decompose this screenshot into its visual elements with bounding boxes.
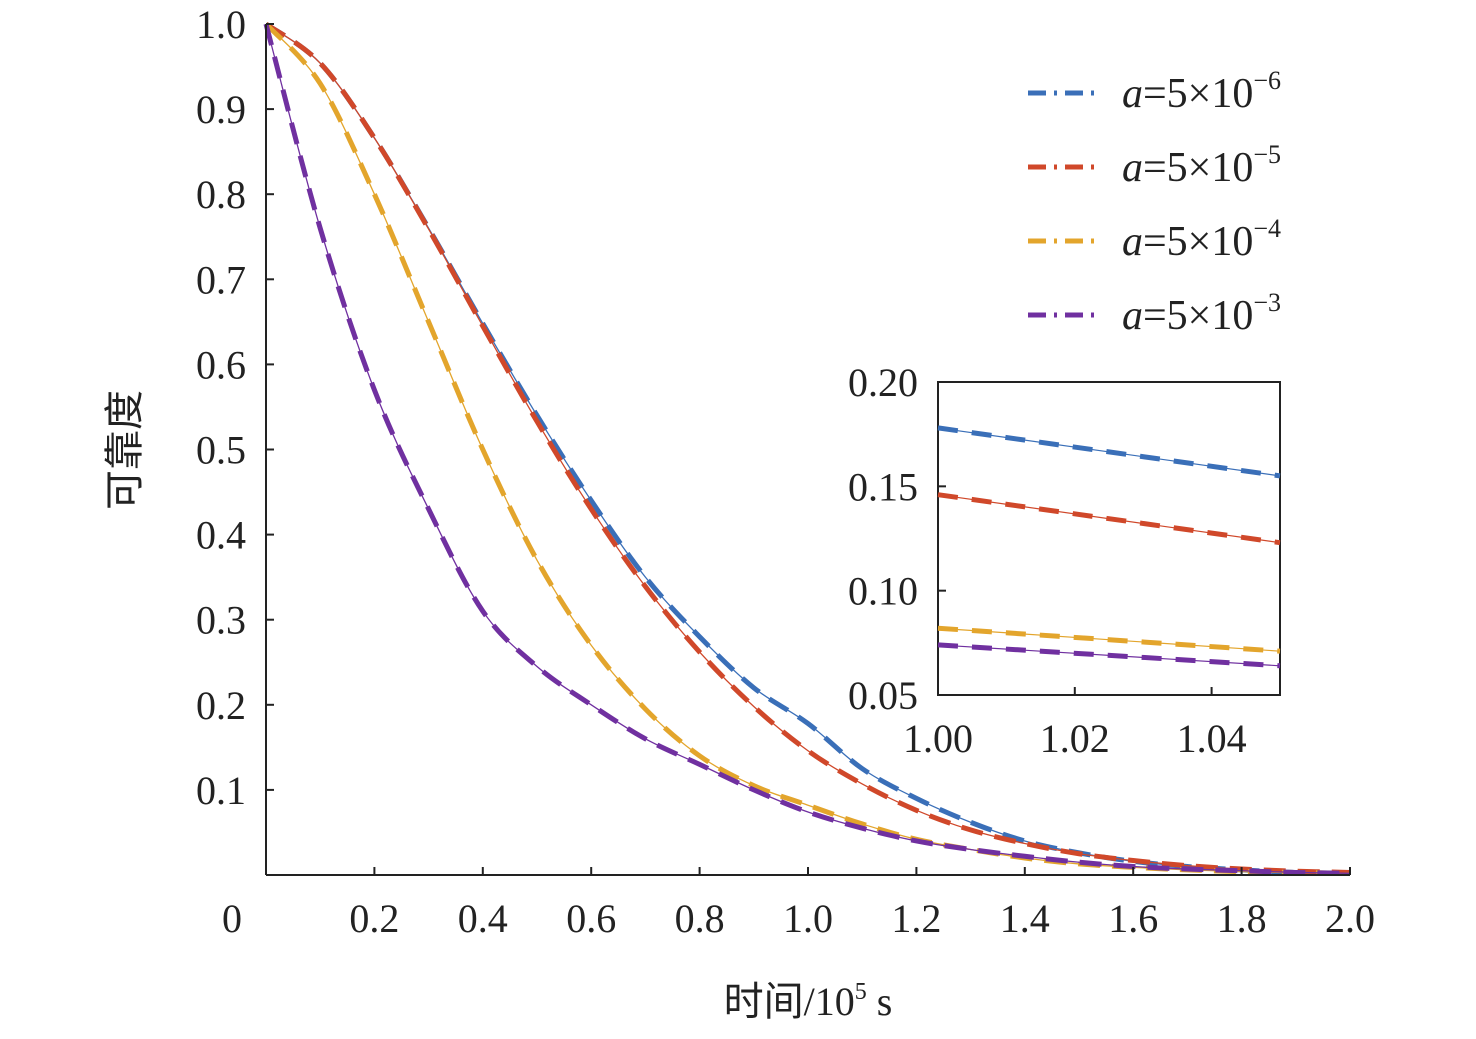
legend-label-text: a xyxy=(1122,71,1143,117)
inset-series-3-dashed-line xyxy=(937,642,1281,669)
legend-label-exponent: −6 xyxy=(1253,66,1281,95)
x-tick-label: 1.4 xyxy=(1000,896,1050,941)
x-tick-label: 0 xyxy=(222,896,242,941)
inset-x-tick-label: 1.00 xyxy=(903,716,973,761)
inset-y-tick-label: 0.15 xyxy=(848,464,918,509)
y-axis-label: 可靠度 xyxy=(102,390,147,510)
legend-entry-3: a=5×10−3 xyxy=(1122,288,1281,339)
plot-area xyxy=(263,21,1351,876)
y-tick-label: 0.6 xyxy=(196,342,246,387)
legend-label-text: a xyxy=(1122,145,1143,191)
inset-series-2-dashed-line xyxy=(937,625,1281,654)
legend-label-text: =5×10 xyxy=(1143,293,1253,339)
legend-label-text: =5×10 xyxy=(1143,219,1253,265)
x-tick-label: 2.0 xyxy=(1325,896,1375,941)
x-tick-label: 0.2 xyxy=(349,896,399,941)
y-tick-label: 0.1 xyxy=(196,768,246,813)
x-tick-label: 0.6 xyxy=(566,896,616,941)
inset-x-tick-label: 1.04 xyxy=(1177,716,1247,761)
series-1-dashed-line xyxy=(264,21,1351,875)
inset-y-tick-label: 0.20 xyxy=(848,360,918,405)
x-tick-label: 1.2 xyxy=(891,896,941,941)
x-tick-label: 0.4 xyxy=(458,896,508,941)
axis-ticks: 0 0.2 0.4 0.6 0.8 1.0 1.2 1.4 1.6 1.8 2.0 0.1 0.2 0.3… xyxy=(196,2,1375,941)
inset-zoom-chart: 1.00 1.02 1.04 0.05 0.10 0.15 0.20 xyxy=(848,360,1281,761)
y-tick-label: 0.4 xyxy=(196,513,246,558)
inset-frame xyxy=(937,381,1281,696)
legend-label-exponent: −4 xyxy=(1253,214,1281,243)
x-tick-label: 1.8 xyxy=(1217,896,1267,941)
inset-series-0-dashed-line xyxy=(937,425,1281,479)
y-tick-label: 0.8 xyxy=(196,172,246,217)
legend-entry-1: a=5×10−5 xyxy=(1122,140,1281,191)
x-axis-label-exponent: 5 xyxy=(855,979,867,1005)
legend-label-text: a xyxy=(1122,219,1143,265)
y-tick-label: 0.3 xyxy=(196,598,246,643)
y-tick-label: 1.0 xyxy=(196,2,246,47)
inset-x-tick-label: 1.02 xyxy=(1040,716,1110,761)
legend-label-text: =5×10 xyxy=(1143,71,1253,117)
inset-y-tick-label: 0.10 xyxy=(848,569,918,614)
inset-series-1-dashed-line xyxy=(937,492,1281,546)
y-tick-label: 0.5 xyxy=(196,428,246,473)
x-axis-label: 时间/105 s xyxy=(724,979,893,1024)
series-2-dashed-line xyxy=(264,22,1351,876)
y-tick-label: 0.9 xyxy=(196,87,246,132)
series-3-dashed-line xyxy=(263,23,1351,876)
x-tick-label: 0.8 xyxy=(675,896,725,941)
legend-entry-2: a=5×10−4 xyxy=(1122,214,1281,265)
legend-label-text: =5×10 xyxy=(1143,145,1253,191)
legend: a=5×10−6a=5×10−5a=5×10−4a=5×10−3 xyxy=(1028,66,1281,339)
legend-label-text: a xyxy=(1122,293,1143,339)
legend-label-exponent: −3 xyxy=(1253,288,1281,317)
x-tick-label: 1.0 xyxy=(783,896,833,941)
x-tick-label: 1.6 xyxy=(1108,896,1158,941)
y-tick-label: 0.2 xyxy=(196,683,246,728)
legend-label-exponent: −5 xyxy=(1253,140,1281,169)
y-tick-label: 0.7 xyxy=(196,257,246,302)
legend-entry-0: a=5×10−6 xyxy=(1122,66,1281,117)
inset-y-tick-label: 0.05 xyxy=(848,673,918,718)
